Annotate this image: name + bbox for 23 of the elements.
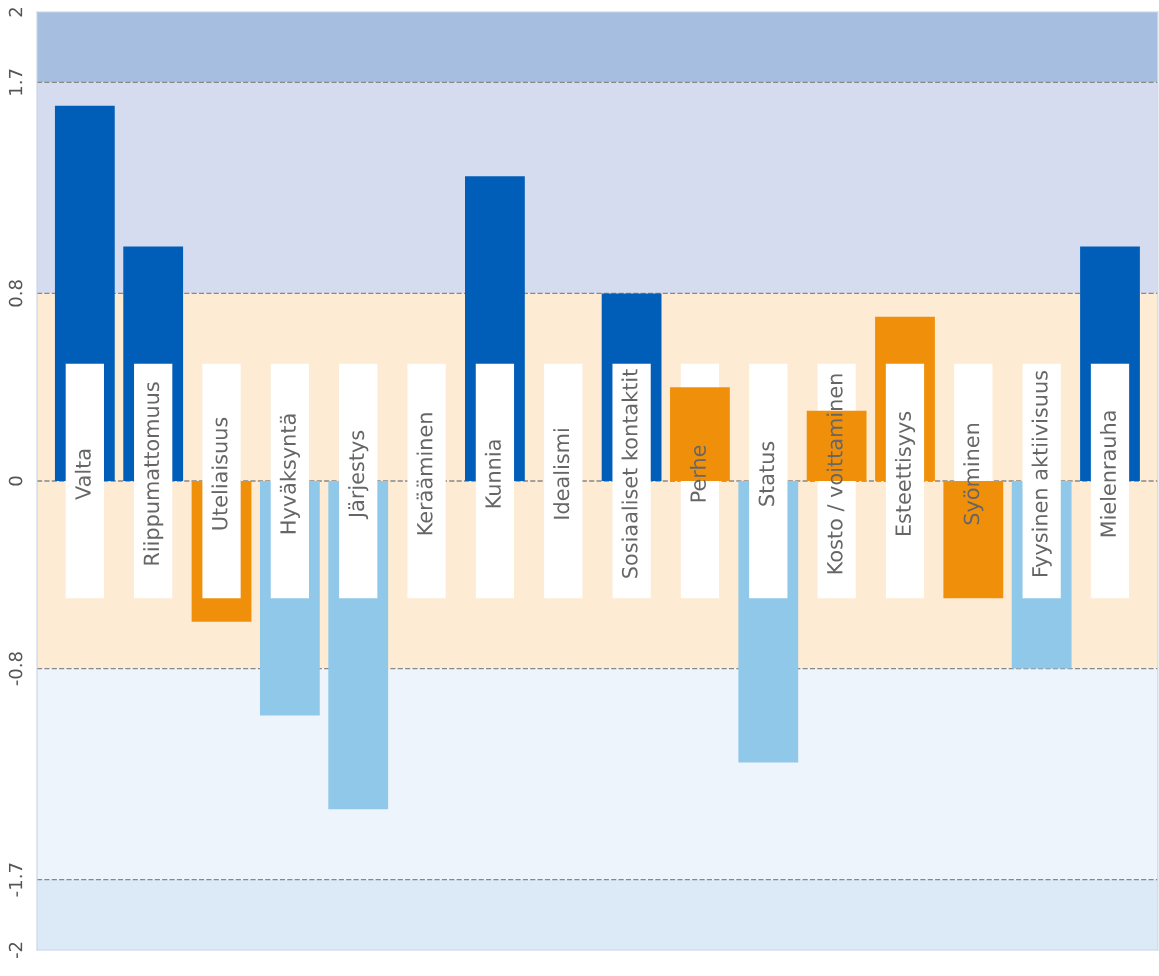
x-tick-label: Kosto / voittaminen <box>826 374 845 574</box>
x-tick-label: Riippumattomuus <box>143 382 164 565</box>
x-tick-label: Kunnia <box>484 440 501 508</box>
x-tick-label: Valta <box>74 449 91 500</box>
y-tick-label: 0.8 <box>8 280 23 307</box>
y-tick-label: -2 <box>8 942 23 959</box>
x-tick-label: Fyysinen aktiivisuus <box>1031 370 1052 576</box>
x-tick-label: Esteettisyys <box>894 411 916 536</box>
x-tick-label: Hyväksyntä <box>279 414 300 534</box>
x-tick-label: Järjestys <box>348 430 369 520</box>
x-tick-label: Mielenrauha <box>1099 411 1117 537</box>
y-tick-label: 2 <box>8 8 23 17</box>
x-tick-label: Sosiaaliset kontaktit <box>621 369 638 578</box>
x-tick-label: Uteliaisuus <box>211 417 228 530</box>
x-tick-label: Idealismi <box>553 429 570 519</box>
y-tick-label: -1.7 <box>8 863 23 897</box>
x-tick-label: Perhe <box>689 445 706 502</box>
x-tick-label: Status <box>758 441 775 506</box>
y-tick-label: 1.7 <box>8 69 23 95</box>
x-tick-label: Kerääminen <box>416 413 433 535</box>
y-tick-label: 0 <box>8 476 23 486</box>
x-tick-label: Syöminen <box>963 423 984 525</box>
y-tick-label: -0.8 <box>8 652 23 686</box>
